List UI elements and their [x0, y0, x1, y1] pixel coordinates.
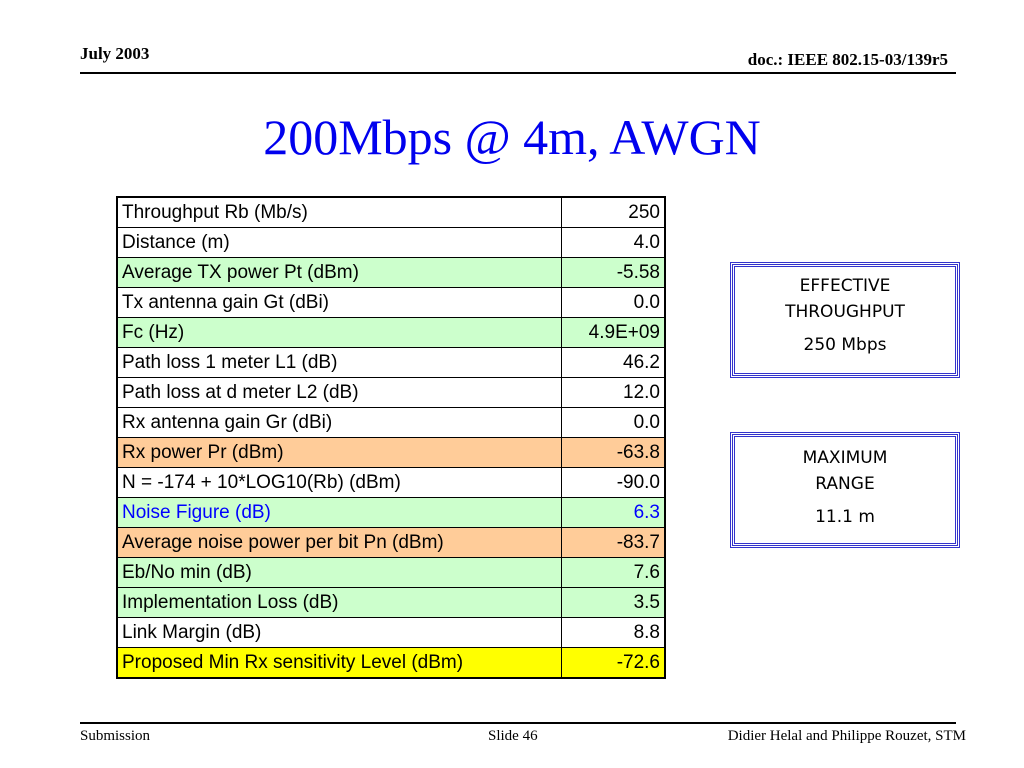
row-label: Implementation Loss (dB)	[116, 587, 562, 618]
range-box-value: 11.1 m	[815, 507, 875, 527]
row-label: Throughput Rb (Mb/s)	[116, 196, 562, 228]
table-row: N = -174 + 10*LOG10(Rb) (dBm) -90.0	[116, 467, 666, 498]
header-doc-id: doc.: IEEE 802.15-03/139r5	[747, 50, 948, 69]
range-box-line1: MAXIMUM	[802, 448, 888, 468]
footer-divider	[80, 722, 956, 724]
row-label: Proposed Min Rx sensitivity Level (dBm)	[116, 647, 562, 679]
header-date: July 2003	[80, 44, 150, 63]
table-row: Path loss at d meter L2 (dB) 12.0	[116, 377, 666, 408]
table-row: Tx antenna gain Gt (dBi) 0.0	[116, 287, 666, 318]
row-value: -72.6	[560, 647, 666, 679]
table-row: Throughput Rb (Mb/s) 250	[116, 196, 666, 228]
row-label: Eb/No min (dB)	[116, 557, 562, 588]
maximum-range-box: MAXIMUM RANGE 11.1 m	[730, 432, 960, 548]
table-row: Link Margin (dB) 8.8	[116, 617, 666, 648]
row-label: Link Margin (dB)	[116, 617, 562, 648]
row-label: Path loss 1 meter L1 (dB)	[116, 347, 562, 378]
table-row: Distance (m) 4.0	[116, 227, 666, 258]
row-label: N = -174 + 10*LOG10(Rb) (dBm)	[116, 467, 562, 498]
row-label: Fc (Hz)	[116, 317, 562, 348]
effective-throughput-box: EFFECTIVE THROUGHPUT 250 Mbps	[730, 262, 960, 378]
row-value: 4.9E+09	[560, 317, 666, 348]
row-value: 0.0	[560, 407, 666, 438]
row-value: -90.0	[560, 467, 666, 498]
row-label: Average noise power per bit Pn (dBm)	[116, 527, 562, 558]
row-label: Rx antenna gain Gr (dBi)	[116, 407, 562, 438]
row-label: Tx antenna gain Gt (dBi)	[116, 287, 562, 318]
link-budget-table: Throughput Rb (Mb/s) 250 Distance (m) 4.0 Av…	[116, 196, 666, 679]
table-row: Rx power Pr (dBm) -63.8	[116, 437, 666, 468]
row-value: -63.8	[560, 437, 666, 468]
footer-submission: Submission	[80, 728, 151, 744]
row-value: 250	[560, 196, 666, 228]
table-row: Proposed Min Rx sensitivity Level (dBm) -…	[116, 647, 666, 679]
effective-box-line2: THROUGHPUT	[785, 302, 905, 322]
row-value: 7.6	[560, 557, 666, 588]
row-value: 0.0	[560, 287, 666, 318]
row-label: Noise Figure (dB)	[116, 497, 562, 528]
row-value: 46.2	[560, 347, 666, 378]
effective-box-line1: EFFECTIVE	[799, 276, 891, 296]
link-budget-body: Throughput Rb (Mb/s) 250 Distance (m) 4.0 Av…	[116, 196, 666, 679]
table-row: Eb/No min (dB) 7.6	[116, 557, 666, 588]
row-label: Average TX power Pt (dBm)	[116, 257, 562, 288]
row-label: Path loss at d meter L2 (dB)	[116, 377, 562, 408]
footer-slide-number: Slide 46	[488, 728, 538, 744]
table-row: Path loss 1 meter L1 (dB) 46.2	[116, 347, 666, 378]
table-row: Fc (Hz) 4.9E+09	[116, 317, 666, 348]
row-value: 3.5	[560, 587, 666, 618]
row-label: Distance (m)	[116, 227, 562, 258]
row-value: -5.58	[560, 257, 666, 288]
table-row: Average TX power Pt (dBm) -5.58	[116, 257, 666, 288]
row-value: -83.7	[560, 527, 666, 558]
table-row: Average noise power per bit Pn (dBm) -83.…	[116, 527, 666, 558]
footer-authors: Didier Helal and Philippe Rouzet, STM	[727, 728, 966, 744]
row-value: 6.3	[560, 497, 666, 528]
effective-box-value: 250 Mbps	[803, 335, 887, 355]
row-value: 4.0	[560, 227, 666, 258]
header-divider	[80, 72, 956, 74]
row-value: 12.0	[560, 377, 666, 408]
table-row: Rx antenna gain Gr (dBi) 0.0	[116, 407, 666, 438]
table-row: Implementation Loss (dB) 3.5	[116, 587, 666, 618]
range-box-line2: RANGE	[815, 474, 875, 494]
row-value: 8.8	[560, 617, 666, 648]
row-label: Rx power Pr (dBm)	[116, 437, 562, 468]
slide-title: 200Mbps @ 4m, AWGN	[263, 109, 761, 165]
table-row: Noise Figure (dB) 6.3	[116, 497, 666, 528]
